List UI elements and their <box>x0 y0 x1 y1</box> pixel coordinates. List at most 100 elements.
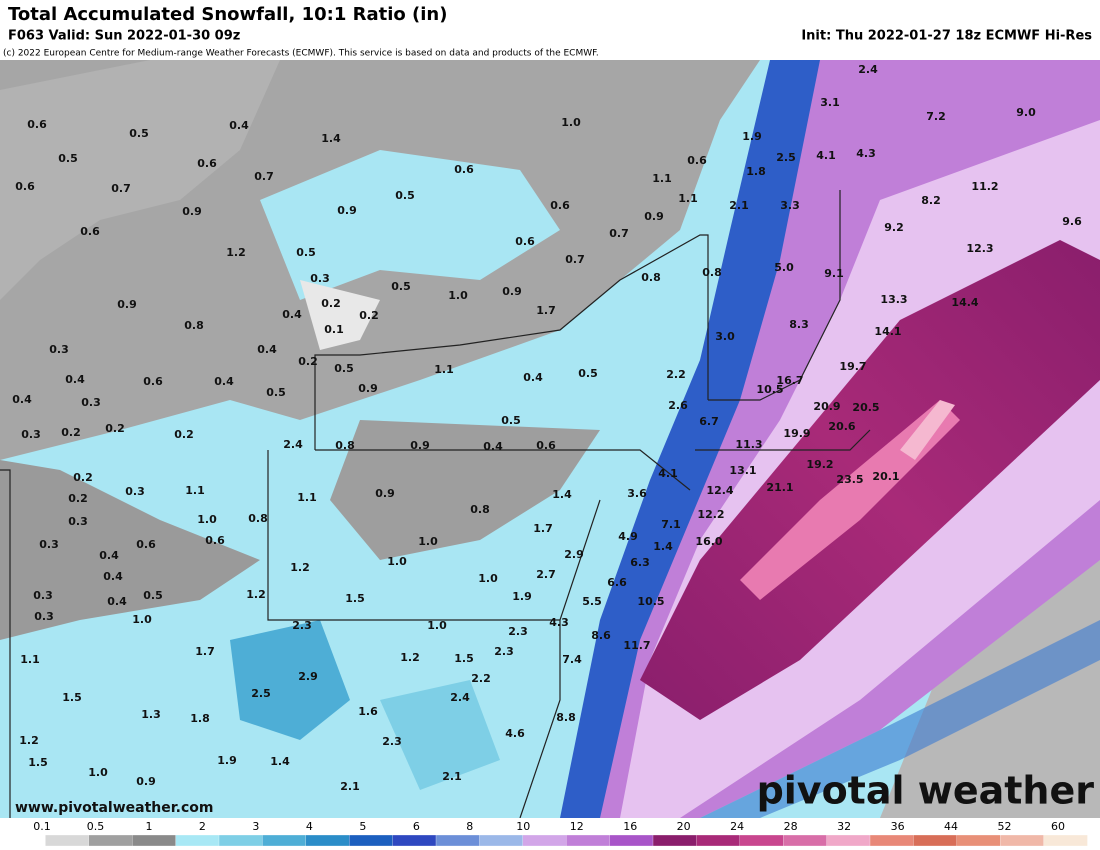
snow-label: 1.9 <box>512 590 532 603</box>
snow-label: 9.6 <box>1062 215 1082 228</box>
snow-label: 1.8 <box>746 165 766 178</box>
snow-label: 1.0 <box>478 572 498 585</box>
snow-label: 0.4 <box>99 549 119 562</box>
legend-swatch <box>305 834 350 847</box>
legend-tick: 4 <box>306 820 313 833</box>
snow-label: 0.9 <box>410 439 430 452</box>
legend-tick: 2 <box>199 820 206 833</box>
legend-swatch <box>652 834 698 847</box>
snow-label: 8.3 <box>789 318 809 331</box>
snow-label: 4.9 <box>618 530 638 543</box>
snow-label: 0.2 <box>73 471 93 484</box>
snow-label: 10.5 <box>637 595 664 608</box>
snow-label: 3.3 <box>780 199 800 212</box>
logo: pivotal weather <box>757 769 1095 813</box>
snow-label: 0.4 <box>257 343 277 356</box>
snow-label: 0.4 <box>229 119 249 132</box>
snow-label: 0.4 <box>107 595 127 608</box>
snow-label: 0.8 <box>470 503 490 516</box>
snow-label: 1.5 <box>62 691 82 704</box>
boundaries <box>0 190 871 819</box>
snow-label: 1.6 <box>358 705 378 718</box>
legend-tick: 28 <box>784 820 798 833</box>
snow-label: 1.2 <box>290 561 310 574</box>
snow-label: 0.4 <box>282 308 302 321</box>
snow-label: 0.1 <box>324 323 344 336</box>
legend-swatch <box>696 834 741 847</box>
legend-swatch <box>1043 834 1088 847</box>
legend-swatch <box>392 834 437 847</box>
snow-label: 1.0 <box>387 555 407 568</box>
legend-swatch <box>913 834 958 847</box>
snow-label: 1.4 <box>321 132 341 145</box>
snow-label: 1.0 <box>561 116 581 129</box>
snow-label: 11.7 <box>623 639 650 652</box>
snow-label: 4.6 <box>505 727 525 740</box>
snow-label: 5.5 <box>582 595 602 608</box>
snow-label: 0.9 <box>182 205 202 218</box>
snow-label: 0.5 <box>395 189 415 202</box>
snow-label: 0.5 <box>334 362 354 375</box>
snow-label: 1.2 <box>400 651 420 664</box>
init-time: Init: Thu 2022-01-27 18z ECMWF Hi-Res <box>801 29 1092 44</box>
snow-label: 0.5 <box>58 152 78 165</box>
legend-swatch <box>1 834 47 847</box>
snow-label: 1.4 <box>653 540 673 553</box>
snow-label: 0.6 <box>143 375 163 388</box>
legend-swatch <box>479 834 524 847</box>
snow-label: 19.2 <box>806 458 833 471</box>
snow-label: 0.5 <box>129 127 149 140</box>
snow-label: 4.1 <box>658 467 678 480</box>
legend-tick: 6 <box>413 820 420 833</box>
snow-label: 8.8 <box>556 711 576 724</box>
snow-label: 0.2 <box>359 309 379 322</box>
snow-label: 9.2 <box>884 221 904 234</box>
snow-label: 7.4 <box>562 653 582 666</box>
snow-label: 0.3 <box>68 515 88 528</box>
snow-label: 1.0 <box>132 613 152 626</box>
snow-label: 1.0 <box>418 535 438 548</box>
snow-label: 0.5 <box>143 589 163 602</box>
snow-label: 0.6 <box>454 163 474 176</box>
legend-tick: 44 <box>944 820 958 833</box>
snow-label: 1.7 <box>195 645 215 658</box>
snow-label: 0.6 <box>536 439 556 452</box>
legend-swatch <box>522 834 567 847</box>
snow-label: 13.1 <box>729 464 756 477</box>
credit-bg <box>0 46 615 60</box>
snow-label: 1.3 <box>141 708 161 721</box>
snow-label: 0.8 <box>702 266 722 279</box>
legend-tick: 36 <box>891 820 905 833</box>
legend-swatch <box>956 834 1001 847</box>
snow-label: 0.4 <box>483 440 503 453</box>
snow-label: 23.5 <box>836 473 863 486</box>
snow-label: 4.1 <box>816 149 836 162</box>
snow-label: 1.5 <box>28 756 48 769</box>
snow-label: 2.1 <box>340 780 360 793</box>
snow-label: 2.6 <box>668 399 688 412</box>
snow-label: 0.5 <box>578 367 598 380</box>
snow-label: 20.5 <box>852 401 879 414</box>
legend-tick: 16 <box>623 820 637 833</box>
snow-label: 2.9 <box>564 548 584 561</box>
snow-label: 0.7 <box>254 170 274 183</box>
valid-time: F063 Valid: Sun 2022-01-30 09z <box>8 29 240 44</box>
snow-label: 8.2 <box>921 194 941 207</box>
snow-label: 0.4 <box>214 375 234 388</box>
legend-swatch <box>175 834 220 847</box>
snow-label: 2.2 <box>471 672 491 685</box>
snow-label: 1.2 <box>19 734 39 747</box>
snow-label: 0.2 <box>298 355 318 368</box>
legend-tick: 12 <box>570 820 584 833</box>
url: www.pivotalweather.com <box>15 800 214 816</box>
snow-label: 0.7 <box>111 182 131 195</box>
snow-label: 12.3 <box>966 242 993 255</box>
snow-label: 11.2 <box>971 180 998 193</box>
snow-label: 2.9 <box>298 670 318 683</box>
snow-label: 0.9 <box>337 204 357 217</box>
snow-label: 1.7 <box>536 304 556 317</box>
snow-label: 3.6 <box>627 487 647 500</box>
snow-label: 0.5 <box>266 386 286 399</box>
snow-label: 0.3 <box>49 343 69 356</box>
snow-label: 0.9 <box>117 298 137 311</box>
